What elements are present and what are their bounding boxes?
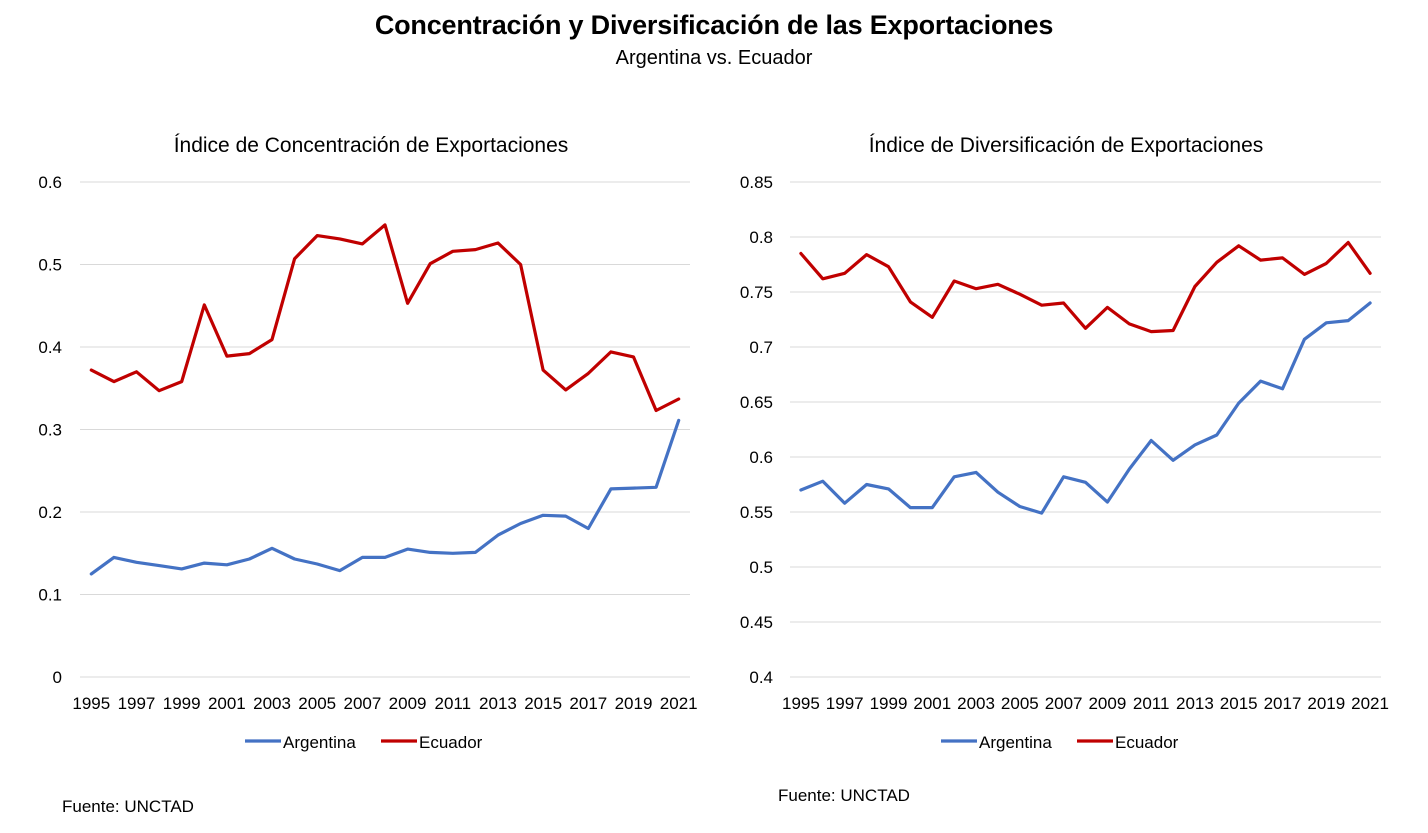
chart1-y-tick-label: 0.7 <box>749 338 773 357</box>
chart1-x-tick-label: 2011 <box>1133 694 1170 713</box>
chart0-series-line-ecuador <box>89 223 681 413</box>
chart1-x-tick-label: 2015 <box>1220 694 1258 713</box>
chart0-x-tick-label: 2007 <box>343 694 381 713</box>
chart0-x-tick-label: 2015 <box>524 694 562 713</box>
chart1-y-tick-label: 0.5 <box>749 558 773 577</box>
chart0-legend-label: Argentina <box>283 733 356 752</box>
chart0-x-tick-label: 1999 <box>163 694 201 713</box>
chart0-y-tick-label: 0.6 <box>38 173 62 192</box>
chart0-y-tick-label: 0.5 <box>38 256 62 275</box>
chart0-x-tick-label: 2017 <box>569 694 607 713</box>
chart0-y-tick-label: 0.2 <box>38 503 62 522</box>
chart1-title: Índice de Diversificación de Exportacion… <box>869 134 1264 157</box>
chart1-x-tick-label: 2017 <box>1264 694 1302 713</box>
source-note-diversification: Fuente: UNCTAD <box>778 786 910 805</box>
chart0-x-tick-label: 2019 <box>615 694 653 713</box>
chart1-x-tick-label: 1995 <box>782 694 820 713</box>
chart0-y-tick-label: 0.1 <box>38 586 62 605</box>
chart1-x-tick-label: 2009 <box>1088 694 1126 713</box>
concentration-chart: Índice de Concentración de Exportaciones… <box>38 134 698 752</box>
chart0-x-tick-label: 2021 <box>660 694 698 713</box>
chart1-x-tick-label: 2021 <box>1351 694 1389 713</box>
chart1-legend-item-argentina: Argentina <box>941 733 1052 752</box>
chart1-x-tick-label: 2019 <box>1307 694 1345 713</box>
chart0-x-tick-label: 2003 <box>253 694 291 713</box>
chart0-x-tick-label: 1997 <box>118 694 156 713</box>
chart0-x-tick-label: 2001 <box>208 694 246 713</box>
source-note-concentration: Fuente: UNCTAD <box>62 797 194 816</box>
chart1-x-tick-label: 2013 <box>1176 694 1214 713</box>
chart0-legend-item-ecuador: Ecuador <box>381 733 483 752</box>
chart0-title: Índice de Concentración de Exportaciones <box>174 134 569 157</box>
chart1-y-tick-label: 0.45 <box>740 613 773 632</box>
chart1-series-line-ecuador <box>799 240 1372 334</box>
chart1-x-tick-label: 2003 <box>957 694 995 713</box>
chart0-x-tick-label: 2011 <box>434 694 471 713</box>
chart1-legend-label: Argentina <box>979 733 1052 752</box>
chart1-y-tick-label: 0.85 <box>740 173 773 192</box>
chart1-x-tick-label: 2001 <box>913 694 951 713</box>
chart1-y-tick-label: 0.55 <box>740 503 773 522</box>
chart1-legend-item-ecuador: Ecuador <box>1077 733 1179 752</box>
chart1-x-tick-label: 1999 <box>870 694 908 713</box>
chart0-x-tick-label: 1995 <box>72 694 110 713</box>
chart1-y-tick-label: 0.65 <box>740 393 773 412</box>
chart0-x-tick-label: 2013 <box>479 694 517 713</box>
chart1-x-tick-label: 2005 <box>1001 694 1039 713</box>
chart1-x-tick-label: 1997 <box>826 694 864 713</box>
chart1-y-tick-label: 0.8 <box>749 228 773 247</box>
page-title: Concentración y Diversificación de las E… <box>374 10 1054 40</box>
chart1-y-tick-label: 0.6 <box>749 448 773 467</box>
chart1-series-line-argentina <box>799 301 1372 515</box>
chart1-legend-label: Ecuador <box>1115 733 1179 752</box>
chart0-y-tick-label: 0 <box>53 668 62 687</box>
chart1-y-tick-label: 0.75 <box>740 283 773 302</box>
chart0-y-tick-label: 0.4 <box>38 338 62 357</box>
chart0-x-tick-label: 2005 <box>298 694 336 713</box>
chart1-y-tick-label: 0.4 <box>749 668 773 687</box>
chart1-x-tick-label: 2007 <box>1045 694 1083 713</box>
page-subtitle: Argentina vs. Ecuador <box>615 47 813 69</box>
chart0-y-tick-label: 0.3 <box>38 421 62 440</box>
chart0-series-line-argentina <box>89 418 681 576</box>
chart0-legend-label: Ecuador <box>419 733 483 752</box>
chart0-x-tick-label: 2009 <box>389 694 427 713</box>
chart0-legend-item-argentina: Argentina <box>245 733 356 752</box>
